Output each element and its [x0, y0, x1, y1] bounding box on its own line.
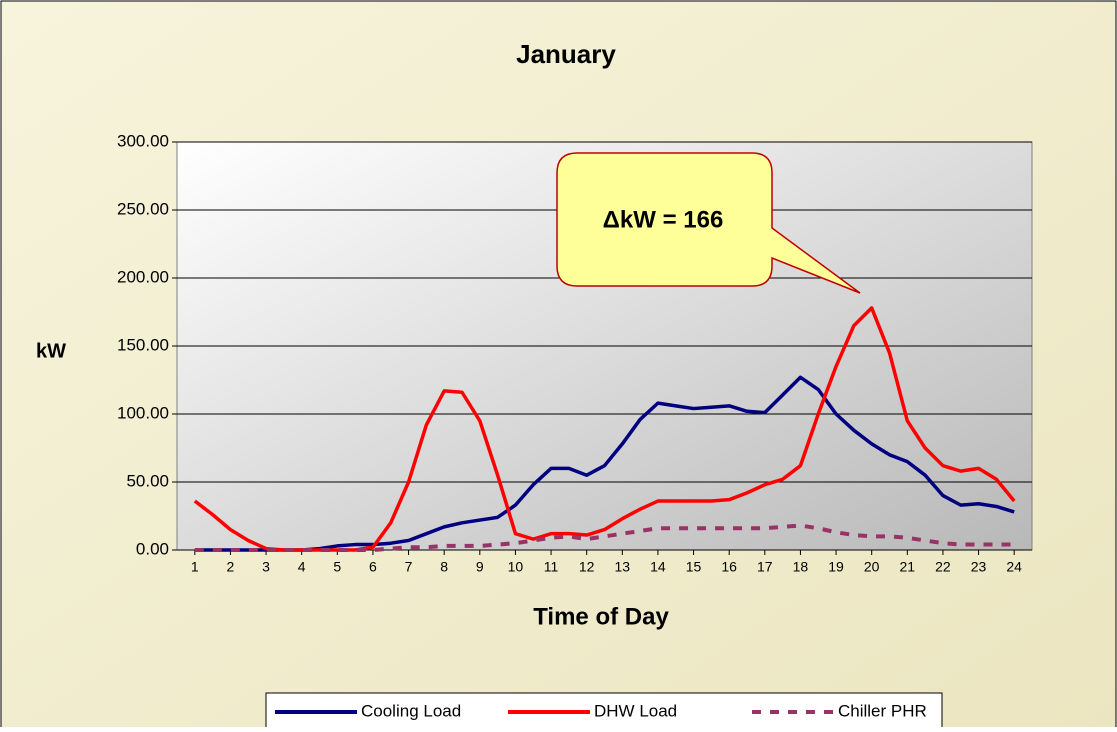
x-tick-label: 3 — [262, 559, 270, 575]
y-tick-label: 100.00 — [117, 403, 169, 422]
x-tick-label: 1 — [191, 559, 199, 575]
y-axis-label: kW — [36, 340, 66, 362]
x-tick-label: 17 — [757, 559, 773, 575]
x-tick-label: 24 — [1006, 559, 1022, 575]
x-tick-label: 18 — [793, 559, 809, 575]
y-tick-label: 250.00 — [117, 199, 169, 218]
legend-label: DHW Load — [594, 701, 677, 720]
x-tick-label: 22 — [935, 559, 951, 575]
x-tick-label: 11 — [544, 559, 559, 575]
x-tick-label: 9 — [476, 559, 484, 575]
x-tick-label: 23 — [971, 559, 987, 575]
x-tick-label: 12 — [579, 559, 595, 575]
x-tick-label: 15 — [686, 559, 702, 575]
series-line — [194, 375, 1015, 552]
y-tick-label: 300.00 — [117, 131, 169, 150]
x-tick-label: 13 — [615, 559, 631, 575]
x-tick-label: 21 — [900, 559, 916, 575]
callout — [556, 152, 861, 294]
x-tick-label: 19 — [828, 559, 844, 575]
series-line — [193, 306, 1016, 552]
y-tick-label: 0.00 — [136, 539, 169, 558]
legend-label: Cooling Load — [361, 701, 461, 720]
x-tick-label: 14 — [650, 559, 666, 575]
x-tick-label: 20 — [864, 559, 880, 575]
series-line — [194, 523, 1015, 552]
chart-title: January — [516, 39, 616, 69]
x-axis-label: Time of Day — [533, 603, 669, 630]
x-tick-label: 16 — [721, 559, 737, 575]
y-tick-label: 200.00 — [117, 267, 169, 286]
x-tick-label: 8 — [440, 559, 448, 575]
annotation: ΔkW = 166 — [603, 206, 724, 233]
y-tick-label: 50.00 — [126, 471, 169, 490]
x-tick-label: 4 — [298, 559, 306, 575]
y-tick-label: 150.00 — [117, 335, 169, 354]
x-tick-label: 5 — [333, 559, 341, 575]
marks — [172, 141, 1032, 555]
x-tick-label: 7 — [405, 559, 413, 575]
x-tick-label: 10 — [508, 559, 524, 575]
x-tick-label: 2 — [227, 559, 235, 575]
x-tick-label: 6 — [369, 559, 377, 575]
legend-entries: Cooling Load DHW Load Chiller PHR — [275, 701, 927, 720]
legend-label: Chiller PHR — [838, 701, 927, 720]
